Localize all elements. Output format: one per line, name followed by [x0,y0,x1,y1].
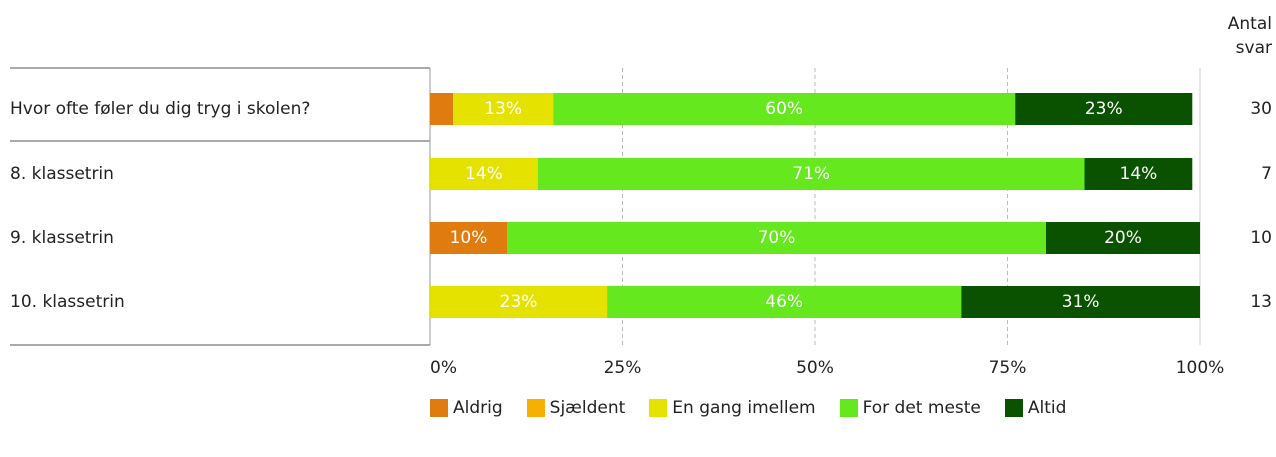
bar-segment [453,93,554,125]
legend-swatch [430,399,448,417]
bar-segment [430,93,454,125]
bar-segment [430,158,538,190]
legend-swatch [1004,399,1023,417]
legend: Aldrig Sjældent En gang imellem For det mes… [430,396,1130,420]
count-header: Antal svar [1227,14,1272,58]
category-label: 10. klassetrin [10,292,125,312]
x-tick-label: 25% [604,358,642,378]
bar-segment [1046,222,1200,254]
legend-label: Aldrig [453,398,503,418]
x-tick-label: 100% [1176,358,1225,378]
x-tick-label: 50% [796,358,834,378]
category-label: Hvor ofte føler du dig tryg i skolen? [10,99,310,119]
x-tick-label: 75% [989,358,1027,378]
legend-swatch [649,399,668,417]
legend-item: Sjældent [526,396,626,420]
bar-segment [961,286,1200,318]
value-label: 71% [792,164,830,184]
value-label: 60% [765,99,803,119]
value-label: 13% [484,99,522,119]
bar-segment [1084,158,1193,190]
value-label: 23% [500,292,538,312]
value-label: 20% [1104,228,1142,248]
count-label: 10 [1250,228,1272,248]
x-tick-label: 0% [430,358,457,378]
legend-label: Sjældent [549,398,626,418]
bar-segment [607,286,962,318]
bar-segment [537,158,1085,190]
legend-item: Altid [1004,396,1067,420]
legend-swatch [839,399,858,417]
value-label: 14% [465,164,503,184]
legend-swatch [526,399,545,417]
legend-label: En gang imellem [672,398,816,418]
legend-item: Aldrig [430,396,503,420]
value-label: 31% [1062,292,1100,312]
value-label: 46% [765,292,803,312]
count-label: 30 [1250,99,1272,119]
bar-segment [507,222,1046,254]
value-label: 70% [758,228,796,248]
bar-segment [1015,93,1193,125]
legend-item: En gang imellem [649,396,816,420]
category-label: 9. klassetrin [10,228,114,248]
value-label: 14% [1120,164,1158,184]
legend-item: For det meste [839,396,981,420]
bar-segment [430,222,507,254]
value-label: 10% [450,228,488,248]
legend-label: For det meste [862,398,981,418]
bar-segment [430,286,608,318]
bar-segment [553,93,1016,125]
legend-label: Altid [1027,398,1067,418]
count-label: 7 [1261,164,1272,184]
count-label: 13 [1250,292,1272,312]
value-label: 23% [1085,99,1123,119]
category-label: 8. klassetrin [10,164,114,184]
